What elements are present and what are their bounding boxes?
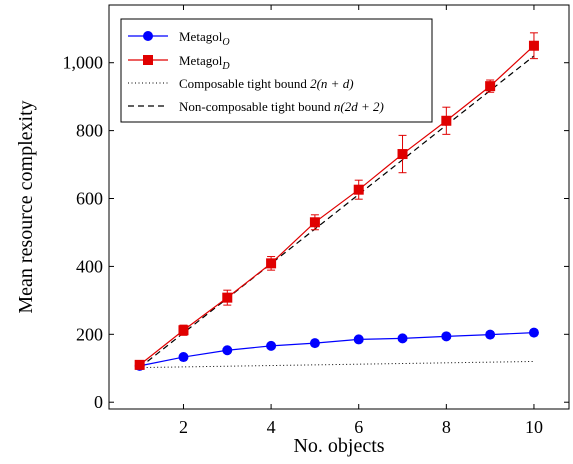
data-point [178,325,189,336]
data-point [528,327,539,338]
data-point [485,329,496,340]
data-point [397,333,408,344]
y-tick-label: 200 [76,324,103,344]
series-1 [134,32,539,370]
legend-label-composable-bound: Composable tight bound 2(n + d) [179,76,354,91]
legend-label-math: 2(n + d) [310,76,353,91]
legend-label-noncomposable-bound: Non-composable tight bound n(2d + 2) [179,99,384,114]
y-tick-label: 1,000 [63,53,104,73]
legend-label-metagol-d: MetagolD [179,53,230,72]
legend-label-text: Metagol [179,29,223,44]
y-axis-title: Mean resource complexity [15,100,37,313]
legend-label-text: Metagol [179,53,223,68]
legend-label-math: n(2d + 2) [334,99,384,114]
plot-frame [108,4,570,410]
axis-ticks: 2 4 6 8 10 0 200 400 600 800 1,000 [63,5,569,437]
data-point [309,338,320,349]
data-point [178,352,189,363]
series-3-line [139,55,535,369]
legend-label-text: Non-composable tight bound [179,99,334,114]
data-point [528,40,539,51]
series-0 [134,327,539,371]
legend-marker-square [143,55,153,65]
data-point [309,217,320,228]
data-point [134,359,145,370]
legend-item-noncomposable-bound: Non-composable tight bound n(2d + 2) [128,99,384,114]
y-tick-label: 800 [76,121,103,141]
legend-marker-circle [143,31,153,41]
data-point [485,81,496,92]
x-tick-label: 2 [179,417,188,437]
legend-item-composable-bound: Composable tight bound 2(n + d) [128,76,354,91]
x-tick-label: 8 [442,417,451,437]
data-point [266,340,277,351]
series-2 [139,360,534,369]
series-0-line [139,332,534,367]
data-point [353,334,364,345]
legend-label-metagol-o: MetagolO [179,29,230,48]
legend-label-text: Composable tight bound [179,76,310,91]
data-point [222,292,233,303]
series-layer [134,32,539,371]
y-tick-label: 0 [94,392,103,412]
data-point [397,149,408,160]
y-tick-label: 400 [76,256,103,276]
series-2-line [139,360,534,369]
legend-label-subscript: O [222,37,229,48]
series-1-line [139,45,535,366]
x-axis-title: No. objects [293,435,384,457]
series-3 [139,55,535,369]
x-tick-label: 6 [354,417,363,437]
data-point [441,115,452,126]
legend-label-subscript: D [221,61,230,72]
legend: MetagolO MetagolD Composable tight bound… [120,18,433,123]
x-tick-label: 10 [525,417,543,437]
y-tick-label: 600 [76,189,103,209]
x-tick-label: 4 [267,417,276,437]
data-point [222,345,233,356]
legend-item-metagol-d: MetagolD [128,53,230,72]
data-point [441,331,452,342]
data-point [353,184,364,195]
legend-item-metagol-o: MetagolO [128,29,230,48]
legend-box [120,18,433,123]
data-point [266,258,277,269]
